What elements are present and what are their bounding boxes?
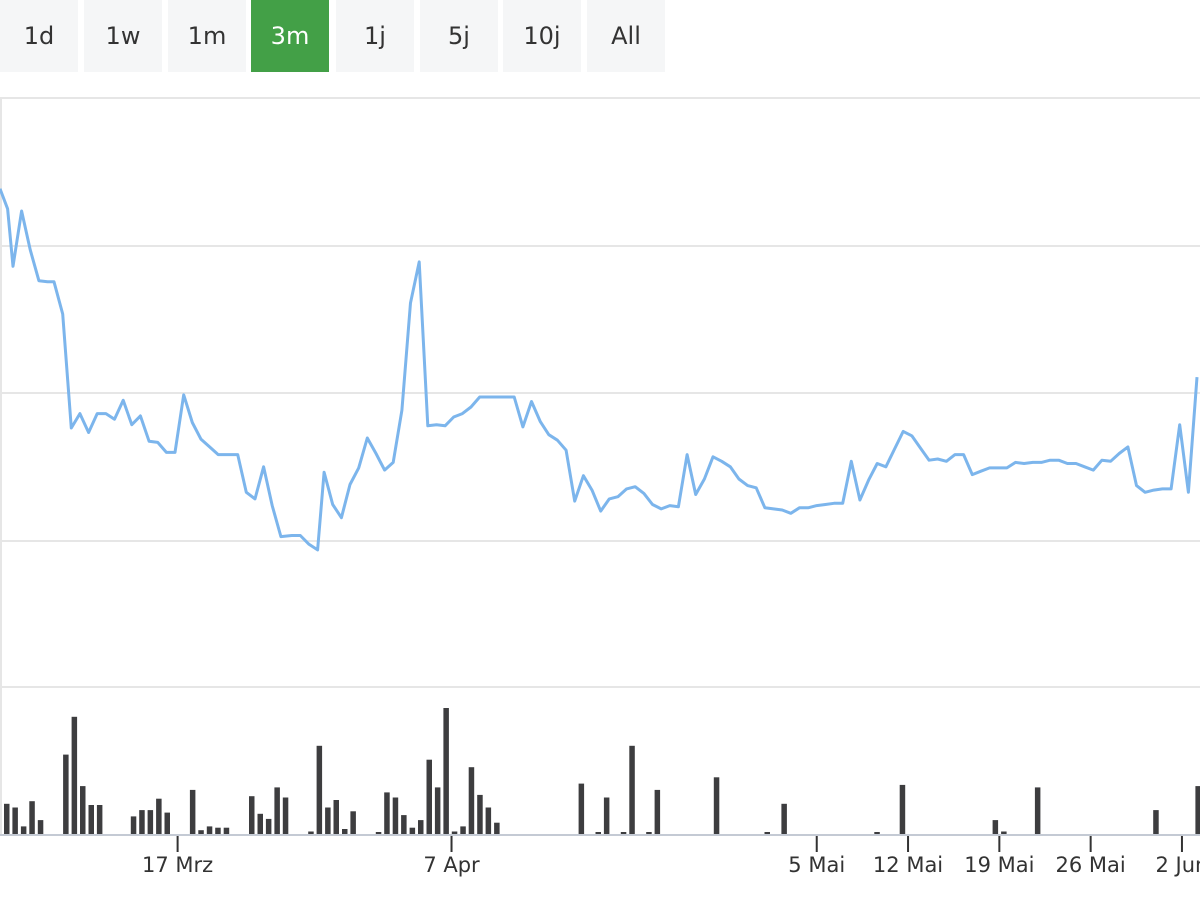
volume-bar bbox=[96, 805, 103, 834]
volume-bar bbox=[37, 820, 44, 834]
x-tick-label: 2 Jun bbox=[1156, 853, 1200, 877]
volume-bar bbox=[384, 792, 390, 834]
volume-bar bbox=[392, 797, 399, 834]
volume-bar bbox=[874, 832, 880, 834]
volume-bar bbox=[468, 767, 475, 834]
volume-bar bbox=[282, 797, 289, 834]
range-tab-1w[interactable]: 1w bbox=[84, 0, 162, 72]
volume-bar bbox=[595, 832, 601, 834]
volume-bar bbox=[713, 777, 720, 834]
volume-bar bbox=[88, 805, 94, 834]
volume-bar bbox=[189, 789, 196, 834]
x-tick-label: 7 Apr bbox=[423, 853, 480, 877]
volume-bar bbox=[477, 794, 483, 834]
range-tab-3m[interactable]: 3m bbox=[251, 0, 329, 72]
volume-bar bbox=[342, 829, 348, 834]
volume-bar bbox=[63, 754, 69, 834]
volume-bar bbox=[578, 783, 585, 834]
volume-bar bbox=[156, 798, 162, 834]
volume-bar bbox=[20, 826, 27, 834]
volume-bar bbox=[29, 801, 35, 834]
volume-bar bbox=[325, 807, 331, 834]
volume-bar bbox=[654, 789, 661, 834]
volume-bar bbox=[620, 832, 627, 834]
volume-bar bbox=[646, 832, 652, 834]
range-tab-1d[interactable]: 1d bbox=[0, 0, 78, 72]
x-axis-ticks: 17 Mrz 7 Apr 5 Mai 12 Mai 19 Mai 26 Mai 2 Jun bbox=[142, 836, 1200, 877]
x-tick-label: 19 Mai bbox=[964, 853, 1034, 877]
volume-bar bbox=[350, 811, 356, 834]
volume-bar bbox=[1001, 831, 1007, 834]
volume-bar bbox=[992, 820, 999, 834]
volume-bar bbox=[249, 796, 255, 834]
volume-bar bbox=[274, 787, 280, 834]
x-tick-label: 12 Mai bbox=[873, 853, 943, 877]
volume-bar bbox=[781, 803, 787, 834]
volume-bar bbox=[401, 815, 407, 834]
volume-series bbox=[4, 708, 1200, 834]
volume-bar bbox=[603, 797, 610, 834]
volume-bar bbox=[257, 813, 263, 834]
volume-bar bbox=[223, 827, 230, 834]
volume-bar bbox=[80, 786, 86, 834]
price-line bbox=[0, 188, 1199, 552]
volume-bar bbox=[12, 807, 18, 834]
volume-bar bbox=[899, 784, 906, 834]
volume-bar bbox=[164, 812, 170, 834]
range-tab-1j[interactable]: 1j bbox=[336, 0, 414, 72]
volume-bar bbox=[1195, 786, 1200, 834]
volume-bar bbox=[215, 827, 221, 834]
volume-bar bbox=[409, 827, 416, 834]
volume-bar bbox=[764, 832, 770, 834]
gridlines bbox=[0, 97, 1200, 835]
volume-bar bbox=[308, 831, 314, 834]
x-tick-label: 5 Mai bbox=[788, 853, 845, 877]
volume-bar bbox=[451, 831, 458, 834]
volume-bar bbox=[375, 832, 382, 834]
volume-bar bbox=[426, 759, 432, 834]
range-tab-1m[interactable]: 1m bbox=[168, 0, 246, 72]
volume-bar bbox=[460, 826, 466, 834]
range-tab-5j[interactable]: 5j bbox=[420, 0, 498, 72]
volume-bar bbox=[494, 822, 500, 834]
volume-bar bbox=[71, 716, 78, 834]
volume-bar bbox=[485, 807, 492, 834]
volume-bar bbox=[629, 745, 635, 834]
volume-bar bbox=[147, 810, 154, 834]
volume-bar bbox=[1153, 810, 1159, 834]
volume-bar bbox=[316, 745, 323, 834]
x-tick-label: 17 Mrz bbox=[142, 853, 213, 877]
volume-bar bbox=[443, 708, 449, 834]
volume-bar bbox=[130, 816, 137, 834]
volume-bar bbox=[1034, 787, 1041, 834]
volume-bar bbox=[4, 803, 10, 834]
volume-bar bbox=[434, 787, 441, 834]
volume-bar bbox=[418, 820, 424, 834]
volume-bar bbox=[198, 830, 204, 834]
volume-bar bbox=[139, 810, 145, 834]
volume-bar bbox=[206, 826, 213, 834]
x-tick-label: 26 Mai bbox=[1056, 853, 1126, 877]
range-tab-all[interactable]: All bbox=[587, 0, 665, 72]
volume-bar bbox=[265, 818, 272, 834]
volume-bar bbox=[333, 800, 339, 834]
range-tab-10j[interactable]: 10j bbox=[503, 0, 581, 72]
